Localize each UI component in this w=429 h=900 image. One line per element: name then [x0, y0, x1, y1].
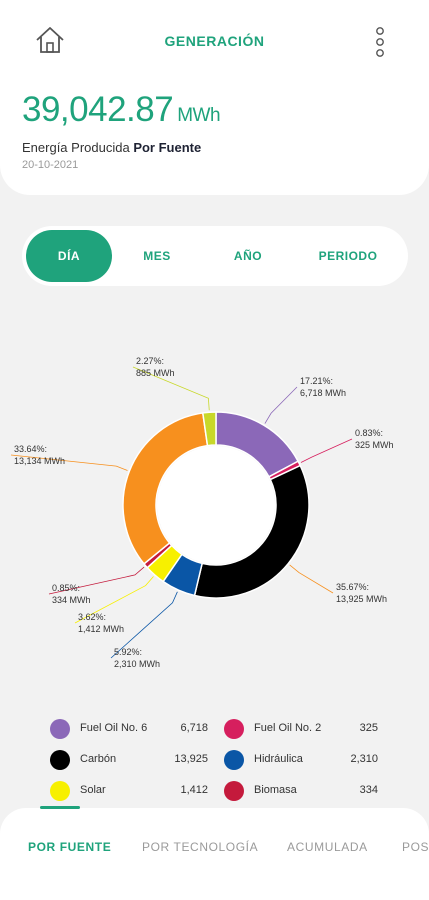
- donut-slice[interactable]: [122, 412, 209, 565]
- legend-item[interactable]: Fuel Oil No. 2 325: [224, 718, 378, 740]
- slice-percent-label: 33.64%:: [14, 444, 47, 454]
- donut-hole: [157, 446, 275, 564]
- legend-color-dot: [224, 781, 244, 801]
- energy-total-value: 39,042.87: [22, 90, 174, 129]
- slice-percent-label: 17.21%:: [300, 376, 333, 386]
- legend-name: Solar: [80, 784, 106, 796]
- label-leader-line: [10, 454, 128, 471]
- slice-value-label: 6,718 MWh: [300, 388, 346, 398]
- legend-name: Carbón: [80, 753, 117, 765]
- slice-percent-label: 0.85%:: [52, 583, 80, 593]
- legend-name: Hidráulica: [254, 753, 303, 765]
- slice-value-label: 1,412 MWh: [78, 624, 124, 634]
- slice-percent-label: 3.62%:: [78, 612, 106, 622]
- legend-name: Fuel Oil No. 2: [254, 722, 322, 734]
- header-card: [0, 0, 429, 195]
- legend-value: 2,310: [350, 753, 378, 765]
- legend-item[interactable]: Solar 1,412: [50, 780, 208, 802]
- slice-percent-label: 0.83%:: [355, 428, 383, 438]
- energy-total-unit: MWh: [177, 105, 221, 126]
- subtitle-prefix: Energía Producida: [22, 140, 130, 155]
- legend-item[interactable]: Fuel Oil No. 6 6,718: [50, 718, 208, 740]
- home-button[interactable]: [34, 25, 66, 55]
- legend-value: 6,718: [180, 722, 208, 734]
- home-icon: [36, 27, 64, 53]
- tab-por-fuente[interactable]: POR FUENTE: [28, 840, 112, 854]
- slice-percent-label: 35.67%:: [336, 582, 369, 592]
- slice-value-label: 885 MWh: [136, 368, 175, 378]
- tab-dia[interactable]: DÍA: [26, 230, 112, 282]
- legend-color-dot: [50, 750, 70, 770]
- legend-item[interactable]: Biomasa 334: [224, 780, 378, 802]
- legend-value: 334: [359, 784, 378, 796]
- report-date: 20-10-2021: [22, 159, 79, 171]
- donut-slice[interactable]: [193, 464, 310, 599]
- label-leader-line: [110, 591, 178, 659]
- legend-item[interactable]: Carbón 13,925: [50, 749, 208, 771]
- legend-value: 325: [359, 722, 378, 734]
- more-options-button[interactable]: [370, 26, 390, 58]
- slice-value-label: 334 MWh: [52, 595, 91, 605]
- slice-value-label: 13,925 MWh: [336, 594, 387, 604]
- tab-pos[interactable]: POS: [402, 840, 429, 854]
- tab-periodo[interactable]: PERIODO: [318, 249, 378, 263]
- slice-percent-label: 2.27%:: [136, 356, 164, 366]
- active-tab-indicator: [40, 806, 80, 809]
- slice-value-label: 2,310 MWh: [114, 659, 160, 669]
- subtitle-strong: Por Fuente: [133, 140, 202, 155]
- energy-subtitle: Energía Producida Por Fuente: [22, 140, 201, 155]
- legend-value: 1,412: [180, 784, 208, 796]
- energy-total: 39,042.87 MWh: [22, 90, 221, 130]
- slice-value-label: 325 MWh: [355, 440, 394, 450]
- donut-slice[interactable]: [201, 411, 217, 447]
- legend-name: Biomasa: [254, 784, 297, 796]
- legend-color-dot: [50, 781, 70, 801]
- donut-chart: 17.21%: 6,718 MWh 0.83%: 325 MWh 35.67%: 13,9…: [10, 356, 394, 669]
- label-leader-line: [74, 576, 154, 624]
- legend-name: Fuel Oil No. 6: [80, 722, 148, 734]
- legend-color-dot: [224, 719, 244, 739]
- label-leader-line: [132, 366, 210, 411]
- legend-item[interactable]: Hidráulica 2,310: [224, 749, 378, 771]
- slice-value-label: 13,134 MWh: [14, 456, 65, 466]
- tab-mes[interactable]: MES: [143, 249, 171, 263]
- label-leader-line: [264, 386, 298, 424]
- slice-percent-label: 5.92%:: [114, 647, 142, 657]
- label-leader-line: [300, 438, 353, 463]
- legend-color-dot: [224, 750, 244, 770]
- label-leader-line: [289, 564, 334, 594]
- tab-acumulada[interactable]: ACUMULADA: [287, 840, 368, 854]
- more-vertical-icon: [376, 27, 384, 57]
- legend-value: 13,925: [174, 753, 208, 765]
- tab-ano[interactable]: AÑO: [233, 249, 263, 263]
- page-title: GENERACIÓN: [164, 33, 265, 49]
- bottom-tab-bar: [0, 808, 429, 900]
- legend-color-dot: [50, 719, 70, 739]
- period-tabs: DÍA MES AÑO PERIODO: [22, 226, 408, 286]
- tab-por-tecnologia[interactable]: POR TECNOLOGÍA: [142, 840, 259, 854]
- label-leader-line: [48, 566, 145, 595]
